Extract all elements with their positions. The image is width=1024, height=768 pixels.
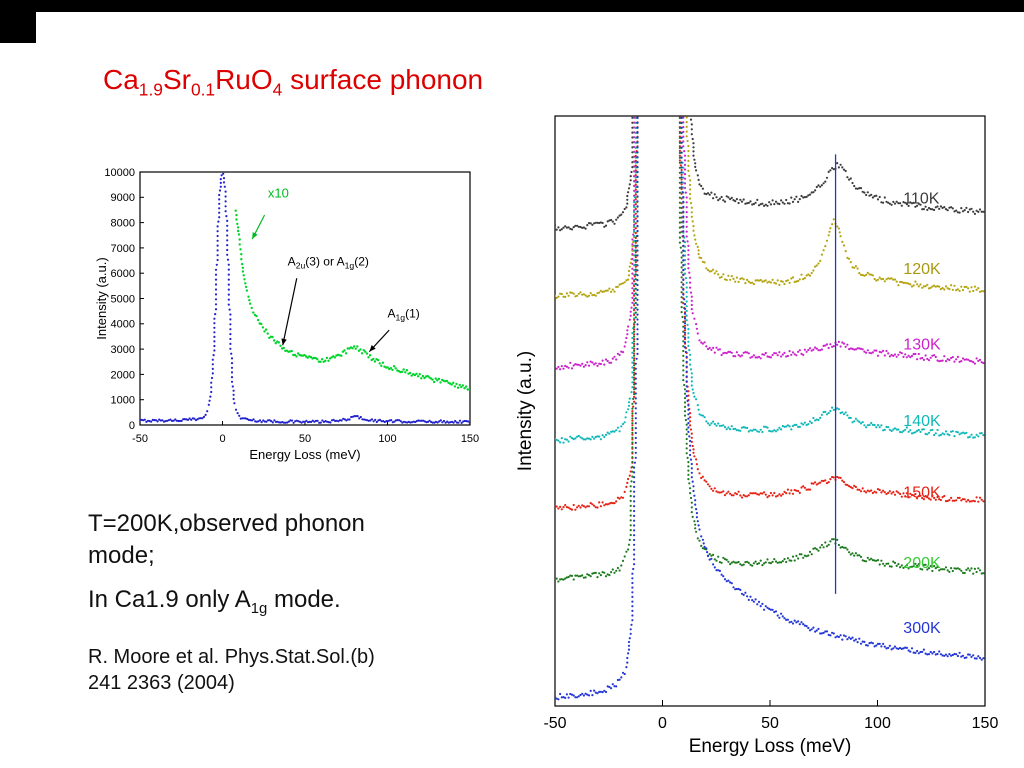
svg-text:150: 150 (461, 433, 479, 445)
mode-text: In Ca1.9 only A1g mode. (88, 586, 341, 617)
inset-phonon-spectrum-chart: -50 0 50 100 150 0 1000 2000 3000 4000 5000 6000 700… (94, 155, 480, 467)
svg-text:50: 50 (761, 715, 779, 732)
svg-text:0: 0 (658, 715, 667, 732)
top-border-bar (0, 0, 1024, 12)
reference-line-1: R. Moore et al. Phys.Stat.Sol.(b) (88, 646, 375, 668)
svg-text:5000: 5000 (111, 293, 135, 305)
svg-text:300K: 300K (903, 620, 941, 637)
svg-text:Intensity (a.u.): Intensity (a.u.) (95, 257, 109, 339)
observation-text: T=200K,observed phonon mode; (88, 510, 365, 569)
svg-text:0: 0 (219, 433, 225, 445)
svg-text:Energy Loss (meV): Energy Loss (meV) (249, 447, 360, 462)
svg-text:3000: 3000 (111, 344, 135, 356)
svg-text:2000: 2000 (111, 369, 135, 381)
svg-text:100: 100 (864, 715, 891, 732)
svg-text:Energy Loss (meV): Energy Loss (meV) (689, 736, 852, 757)
corner-block (0, 0, 36, 43)
svg-text:-50: -50 (132, 433, 148, 445)
reference-text: R. Moore et al. Phys.Stat.Sol.(b) 241 23… (88, 644, 375, 697)
svg-text:A1g(1): A1g(1) (388, 306, 420, 322)
svg-text:1000: 1000 (111, 395, 135, 407)
svg-text:Intensity (a.u.): Intensity (a.u.) (515, 351, 536, 471)
svg-text:9000: 9000 (111, 192, 135, 204)
svg-text:-50: -50 (543, 715, 566, 732)
slide-title: Ca1.9Sr0.1RuO4 surface phonon (103, 64, 484, 100)
svg-text:120K: 120K (903, 261, 941, 278)
reference-line-2: 241 2363 (2004) (88, 672, 235, 695)
svg-text:4000: 4000 (111, 319, 135, 331)
svg-text:A2u(3) or A1g(2): A2u(3) or A1g(2) (288, 255, 369, 271)
svg-text:150K: 150K (903, 485, 941, 502)
temperature-series-spectra-chart: -50 0 50 100 150 Energy Loss (meV) Intensity (… (505, 108, 1020, 768)
svg-text:140K: 140K (903, 413, 941, 430)
svg-text:x10: x10 (268, 185, 289, 200)
svg-text:8000: 8000 (111, 217, 135, 229)
svg-text:7000: 7000 (111, 243, 135, 255)
svg-text:130K: 130K (903, 337, 941, 354)
svg-text:150: 150 (972, 715, 999, 732)
svg-text:100: 100 (378, 433, 396, 445)
svg-text:200K: 200K (903, 555, 941, 572)
svg-text:10000: 10000 (104, 167, 135, 179)
svg-text:6000: 6000 (111, 268, 135, 280)
svg-text:110K: 110K (903, 190, 940, 207)
svg-text:0: 0 (129, 420, 135, 432)
svg-text:50: 50 (299, 433, 311, 445)
